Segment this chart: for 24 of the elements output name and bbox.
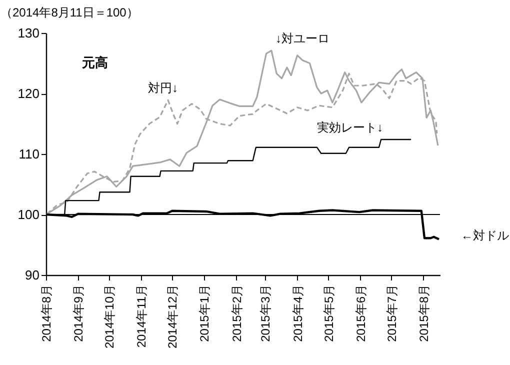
annotation: ←対ドル — [460, 228, 509, 242]
x-tick-label: 2015年8月 — [416, 284, 431, 342]
y-tick-label: 110 — [18, 146, 40, 162]
x-tick-label: 2015年4月 — [290, 284, 305, 342]
y-tick-label: 100 — [18, 207, 40, 222]
y-tick-label: 90 — [25, 268, 40, 282]
x-tick-label: 2015年3月 — [258, 284, 273, 342]
x-tick-label: 2015年5月 — [322, 284, 336, 342]
x-tick-label: 2015年1月 — [198, 284, 212, 342]
x-tick-label: 2015年2月 — [230, 284, 244, 342]
x-tick-label: 2015年6月 — [354, 284, 368, 342]
y-axis-title: （2014年8月11日＝100） — [0, 6, 138, 20]
annotation: 対円↓ — [148, 81, 178, 96]
annotation: ↓対ユーロ — [275, 32, 330, 46]
annotation: 元高 — [81, 55, 108, 70]
x-tick-label: 2014年12月 — [166, 284, 180, 349]
annotation: 実効レート↓ — [317, 120, 384, 134]
x-tick-label: 2014年10月 — [102, 284, 117, 349]
y-tick-label: 130 — [18, 26, 40, 40]
y-tick-label: 120 — [18, 86, 40, 101]
x-tick-label: 2014年9月 — [72, 284, 86, 342]
x-tick-label: 2014年11月 — [134, 284, 149, 348]
x-tick-label: 2014年8月 — [40, 284, 54, 342]
x-tick-label: 2015年7月 — [384, 284, 399, 342]
